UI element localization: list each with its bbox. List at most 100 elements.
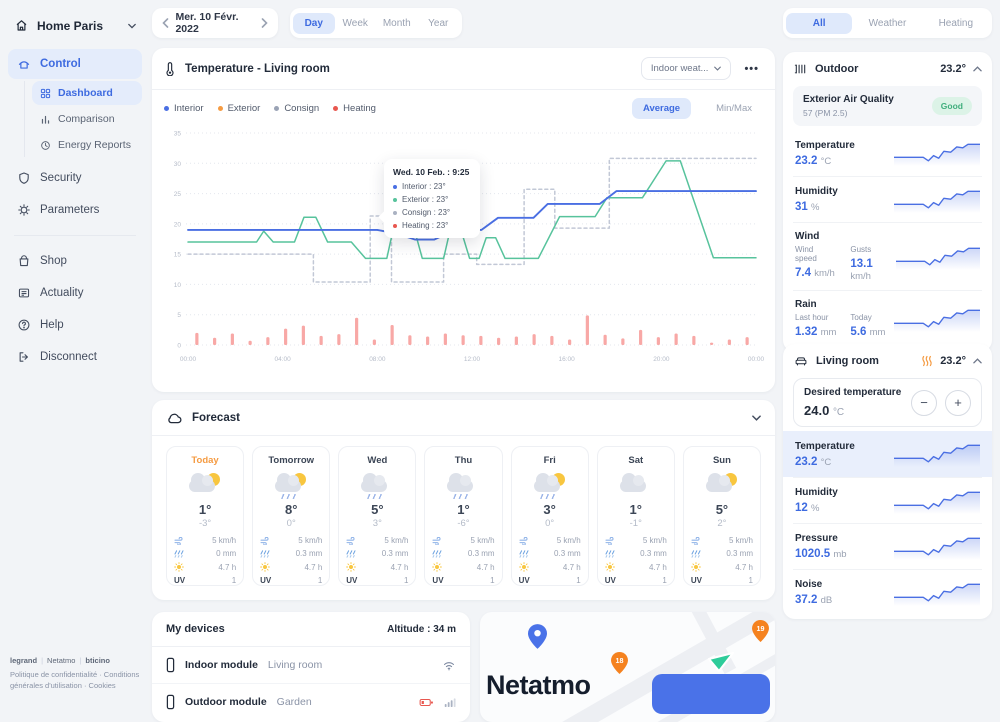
tab-weather[interactable]: Weather bbox=[868, 17, 907, 29]
device-row-outdoor[interactable]: Outdoor module Garden bbox=[152, 684, 470, 720]
sidebar-item-disconnect[interactable]: Disconnect bbox=[8, 342, 142, 372]
map-action-button[interactable] bbox=[652, 674, 770, 714]
measure-value: 13.1 bbox=[850, 258, 873, 270]
living-humidity-row[interactable]: Humidity 12 % bbox=[793, 477, 982, 523]
sidebar-item-comparison[interactable]: Comparison bbox=[32, 107, 142, 131]
sparkline bbox=[894, 491, 980, 514]
tab-month[interactable]: Month bbox=[382, 17, 411, 29]
outdoor-humidity-row[interactable]: Humidity 31 % bbox=[793, 176, 982, 222]
legend-consign[interactable]: Consign bbox=[274, 103, 319, 114]
air-quality-badge: Good bbox=[931, 97, 972, 115]
map-pin-18[interactable]: 18 bbox=[611, 652, 628, 674]
chevron-up-icon[interactable] bbox=[973, 358, 982, 364]
forecast-sun-stat: 4.7 h bbox=[690, 562, 753, 572]
map-pin-19[interactable]: 19 bbox=[752, 620, 769, 642]
bar-chart-icon bbox=[40, 114, 51, 125]
tab-heating[interactable]: Heating bbox=[938, 17, 974, 29]
forecast-day-card: Fri 3° 0° 5 km/h 0.3 mm 4.7 h UV 1 bbox=[510, 446, 589, 586]
rain-icon bbox=[281, 494, 298, 499]
outdoor-wind-row[interactable]: Wind Wind speed 7.4 km/h Gusts 13.1 km/h bbox=[793, 222, 982, 290]
legal-links[interactable]: Politique de confidentialité · Condition… bbox=[10, 670, 140, 691]
thermometer-icon bbox=[164, 61, 176, 76]
measure-label: Temperature bbox=[795, 139, 855, 151]
sidebar-item-shop[interactable]: Shop bbox=[8, 246, 142, 276]
legend-exterior[interactable]: Exterior bbox=[217, 103, 260, 114]
uv-label: UV bbox=[518, 576, 530, 585]
date-navigator: Mer. 10 Févr. 2022 bbox=[152, 8, 278, 38]
living-pressure-row[interactable]: Pressure 1020.5 mb bbox=[793, 523, 982, 569]
cloud-icon bbox=[275, 473, 302, 492]
svg-text:0: 0 bbox=[177, 343, 181, 350]
sidebar-item-actuality[interactable]: Actuality bbox=[8, 278, 142, 308]
tooltip-dot bbox=[393, 210, 397, 215]
forecast-uv-stat: UV 1 bbox=[691, 576, 753, 585]
forecast-day-label: Today bbox=[191, 455, 219, 466]
chevron-up-icon[interactable] bbox=[973, 66, 982, 72]
device-row-indoor[interactable]: Indoor module Living room bbox=[152, 647, 470, 684]
map-marker-arrow[interactable] bbox=[708, 652, 734, 672]
living-temperature-row[interactable]: Temperature 23.2 °C bbox=[783, 431, 992, 477]
right-panel: All Weather Heating Outdoor 23.2° Exteri… bbox=[783, 0, 992, 700]
sidebar-item-energy-reports[interactable]: Energy Reports bbox=[32, 133, 142, 157]
cloud-icon bbox=[705, 473, 732, 492]
device-dropdown[interactable]: Indoor weat... bbox=[640, 57, 732, 80]
forecast-wind-stat: 5 km/h bbox=[346, 536, 408, 545]
mode-average[interactable]: Average bbox=[631, 98, 692, 119]
chevron-down-icon bbox=[714, 66, 722, 71]
forecast-sun-value: 4.7 h bbox=[562, 562, 581, 572]
svg-text:20:00: 20:00 bbox=[653, 356, 670, 363]
forecast-uv-stat: UV 1 bbox=[519, 576, 581, 585]
forecast-high-temp: 1° bbox=[457, 502, 470, 517]
measure-value: 23.2 bbox=[795, 154, 818, 167]
living-room-header[interactable]: Living room 23.2° bbox=[793, 344, 982, 378]
air-quality-label: Exterior Air Quality bbox=[803, 94, 894, 105]
sidebar-item-security[interactable]: Security bbox=[8, 163, 142, 193]
svg-text:15: 15 bbox=[174, 252, 182, 259]
sidebar-item-parameters[interactable]: Parameters bbox=[8, 195, 142, 225]
tooltip-text: Consign : 23° bbox=[402, 208, 451, 217]
outdoor-rain-row[interactable]: Rain Last hour 1.32 mm Today 5.6 mm bbox=[793, 290, 982, 346]
outdoor-temperature-row[interactable]: Temperature 23.2 °C bbox=[793, 130, 982, 176]
forecast-low-temp: 2° bbox=[717, 518, 727, 529]
current-date: Mer. 10 Févr. 2022 bbox=[175, 11, 239, 35]
tab-all[interactable]: All bbox=[786, 12, 853, 34]
tab-day[interactable]: Day bbox=[293, 12, 335, 34]
forecast-rain-value: 0.3 mm bbox=[640, 549, 667, 558]
legend-heating[interactable]: Heating bbox=[333, 103, 376, 114]
chart-canvas[interactable]: 0 5 10 15 20 25 30 35 00:00 04:00 08:00 12:00 16:00 2… bbox=[160, 123, 767, 375]
prev-day-button[interactable] bbox=[156, 12, 175, 34]
legend-interior[interactable]: Interior bbox=[164, 103, 204, 114]
raindrop-icon bbox=[691, 549, 701, 558]
desired-temperature-card: Desired temperature 24.0 °C − + bbox=[793, 378, 982, 427]
map-pin-blue[interactable] bbox=[528, 624, 547, 649]
sidebar-item-dashboard[interactable]: Dashboard bbox=[32, 81, 142, 105]
sidebar-item-help[interactable]: Help bbox=[8, 310, 142, 340]
tab-year[interactable]: Year bbox=[428, 17, 449, 29]
chart-menu-button[interactable]: ••• bbox=[744, 62, 759, 75]
forecast-day-card: Tomorrow 8° 0° 5 km/h 0.3 mm 4.7 h UV 1 bbox=[252, 446, 331, 586]
forecast-collapse-button[interactable] bbox=[752, 414, 761, 421]
sidebar-item-control[interactable]: Control bbox=[8, 49, 142, 79]
increase-temp-button[interactable]: + bbox=[945, 389, 971, 416]
mode-minmax[interactable]: Min/Max bbox=[716, 103, 752, 114]
cloud-icon bbox=[619, 473, 646, 492]
living-room-temp: 23.2° bbox=[940, 355, 966, 367]
home-selector[interactable]: Home Paris bbox=[8, 12, 142, 49]
next-day-button[interactable] bbox=[255, 12, 274, 34]
decrease-temp-button[interactable]: − bbox=[911, 389, 937, 416]
tab-week[interactable]: Week bbox=[342, 17, 368, 29]
sidebar-item-label: Parameters bbox=[40, 204, 100, 216]
forecast-uv-value: 1 bbox=[317, 576, 323, 585]
brand-legrand: legrand bbox=[10, 656, 38, 666]
wind-icon bbox=[605, 536, 614, 545]
forecast-sun-stat: 4.7 h bbox=[518, 562, 581, 572]
map[interactable]: 18 19 Netatmo bbox=[480, 612, 775, 722]
svg-text:20: 20 bbox=[174, 221, 182, 228]
outdoor-header[interactable]: Outdoor 23.2° bbox=[793, 52, 982, 86]
temperature-chart[interactable]: 0 5 10 15 20 25 30 35 00:00 04:00 08:00 12:00 16:00 2… bbox=[152, 121, 775, 375]
svg-text:00:00: 00:00 bbox=[748, 356, 765, 363]
cloud-icon bbox=[166, 411, 183, 424]
sidebar-item-label: Help bbox=[40, 319, 64, 331]
living-noise-row[interactable]: Noise 37.2 dB bbox=[793, 569, 982, 615]
forecast-sun-value: 4.7 h bbox=[390, 562, 409, 572]
